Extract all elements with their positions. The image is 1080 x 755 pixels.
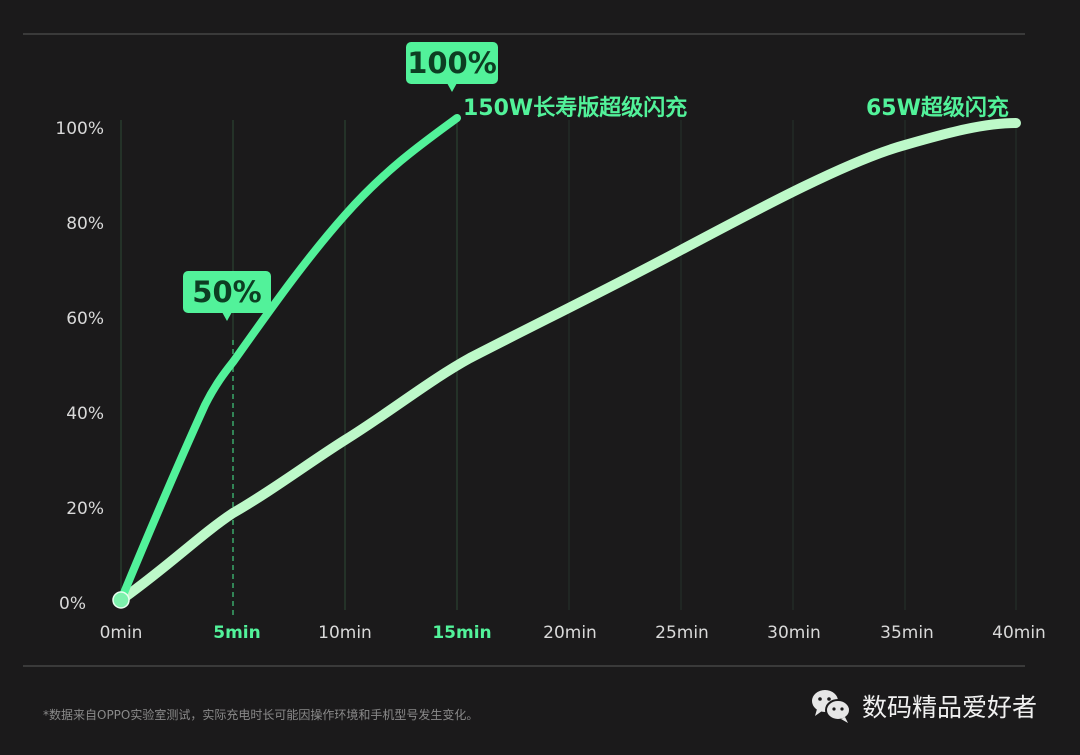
y-tick: 0% [59,594,86,614]
x-tick-highlight: 15min [432,623,492,643]
x-tick: 20min [543,623,597,643]
bottom-divider [23,665,1025,667]
y-tick: 60% [66,309,104,329]
x-tick: 35min [880,623,934,643]
y-tick: 20% [66,499,104,519]
x-tick: 0min [99,623,143,643]
brand-name: 数码精品爱好者 [862,693,1038,722]
top-divider [23,33,1025,35]
wechat-icon [812,690,851,723]
x-tick: 25min [655,623,709,643]
x-tick: 40min [992,623,1046,643]
annotation-100-percent: 100% [406,42,498,92]
footnote: *数据来自OPPO实验室测试，实际充电时长可能因操作环境和手机型号发生变化。 [43,708,479,722]
y-tick: 40% [66,404,104,424]
grid-lines [120,120,1017,610]
origin-point [112,591,130,609]
series-65w-label: 65W超级闪充 [866,96,1009,121]
x-tick-highlight: 5min [213,623,261,643]
series-150w-line [117,114,461,604]
x-tick: 30min [767,623,821,643]
y-tick: 100% [55,119,104,139]
annotation-50-percent: 50% [183,271,271,321]
y-tick: 80% [66,214,104,234]
series-150w-label: 150W长寿版超级闪充 [463,96,688,121]
x-tick: 10min [318,623,372,643]
brand: 数码精品爱好者 [810,688,1037,724]
series-65w-line [116,118,1021,605]
